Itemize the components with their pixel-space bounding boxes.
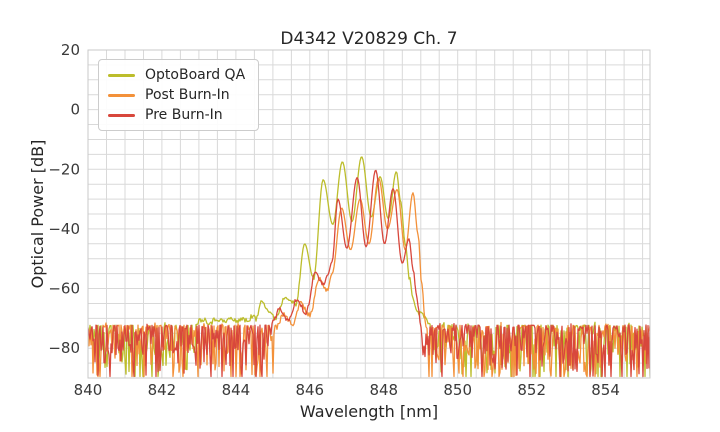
x-tick-label: 854 bbox=[591, 381, 620, 399]
x-tick-label: 850 bbox=[443, 381, 472, 399]
y-tick-label: −80 bbox=[48, 339, 80, 357]
x-tick-label: 842 bbox=[148, 381, 177, 399]
legend-entry-label: Post Burn-In bbox=[145, 87, 230, 103]
y-tick-label: −60 bbox=[48, 280, 80, 298]
x-tick-label: 852 bbox=[517, 381, 546, 399]
legend-entry-label: OptoBoard QA bbox=[145, 67, 246, 83]
legend-entry: Pre Burn-In bbox=[108, 105, 245, 125]
chart-title: D4342 V20829 Ch. 7 bbox=[280, 29, 457, 49]
tick-labels: 840 842 844 846 848 850 852 854 20 0 −20 −40 −60 −80 bbox=[48, 41, 620, 399]
y-tick-label: 0 bbox=[70, 101, 80, 119]
series-pre-burn-in bbox=[88, 169, 650, 378]
x-axis-label: Wavelength [nm] bbox=[300, 402, 438, 421]
x-tick-label: 844 bbox=[222, 381, 251, 399]
x-tick-label: 846 bbox=[295, 381, 324, 399]
y-axis-label: Optical Power [dB] bbox=[28, 140, 47, 289]
y-tick-label: 20 bbox=[61, 41, 80, 59]
y-tick-label: −20 bbox=[48, 160, 80, 178]
series-curves bbox=[88, 156, 650, 378]
x-tick-label: 840 bbox=[74, 381, 103, 399]
plot-border bbox=[87, 49, 651, 379]
x-tick-label: 848 bbox=[369, 381, 398, 399]
legend: OptoBoard QA Post Burn-In Pre Burn-In bbox=[98, 59, 260, 131]
legend-line-swatch bbox=[108, 113, 135, 117]
legend-line-swatch bbox=[108, 93, 135, 97]
legend-entry-label: Pre Burn-In bbox=[145, 107, 223, 123]
legend-line-swatch bbox=[108, 73, 135, 77]
legend-entry: Post Burn-In bbox=[108, 85, 245, 105]
legend-entry: OptoBoard QA bbox=[108, 65, 245, 85]
y-tick-label: −40 bbox=[48, 220, 80, 238]
